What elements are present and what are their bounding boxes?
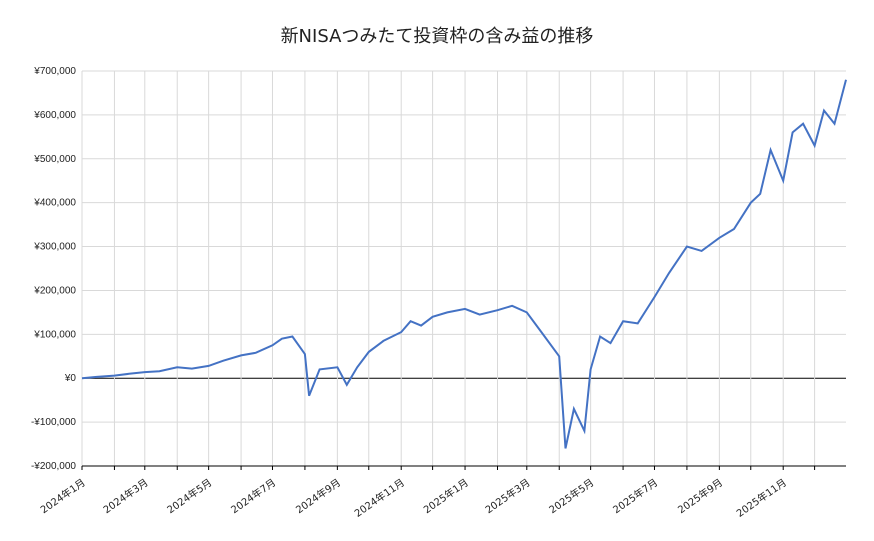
x-tick-label: 2025年1月 (421, 476, 471, 516)
x-axis-tick-labels: 2024年1月 2024年3月 2024年5月 2024年7月 2024年9月 2024年… (38, 476, 789, 520)
chart-title: 新NISAつみたて投資枠の含み益の推移 (280, 26, 594, 47)
y-tick-label: ¥600,000 (33, 110, 76, 121)
x-tick-label: 2024年5月 (164, 476, 214, 516)
x-tick-label: 2024年9月 (293, 476, 343, 516)
y-tick-label: ¥400,000 (33, 198, 76, 209)
y-tick-label: -¥200,000 (31, 461, 76, 472)
x-tick-label: 2024年1月 (38, 476, 88, 516)
y-axis-tick-labels: -¥200,000 -¥100,000 ¥0 ¥100,000 ¥200,000 ¥300… (31, 66, 76, 472)
y-tick-label: ¥0 (64, 373, 77, 384)
x-tick-label: 2024年3月 (101, 476, 151, 516)
x-tick-label: 2025年9月 (675, 476, 725, 516)
y-tick-label: ¥300,000 (33, 242, 76, 253)
series-line (81, 79, 847, 449)
vertical-gridlines (81, 71, 816, 466)
y-tick-label: ¥700,000 (33, 66, 76, 77)
x-tick-label: 2025年3月 (483, 476, 533, 516)
y-tick-label: ¥500,000 (33, 154, 76, 165)
x-tick-label: 2024年11月 (352, 476, 407, 520)
x-axis (81, 465, 846, 470)
x-tick-label: 2025年7月 (610, 476, 660, 516)
x-tick-label: 2024年7月 (228, 476, 278, 516)
y-tick-label: ¥100,000 (33, 329, 76, 340)
x-tick-label: 2025年5月 (546, 476, 596, 516)
y-tick-label: -¥100,000 (31, 417, 76, 428)
x-tick-label: 2025年11月 (734, 476, 789, 520)
horizontal-gridlines (82, 70, 846, 467)
y-tick-label: ¥200,000 (33, 285, 76, 296)
